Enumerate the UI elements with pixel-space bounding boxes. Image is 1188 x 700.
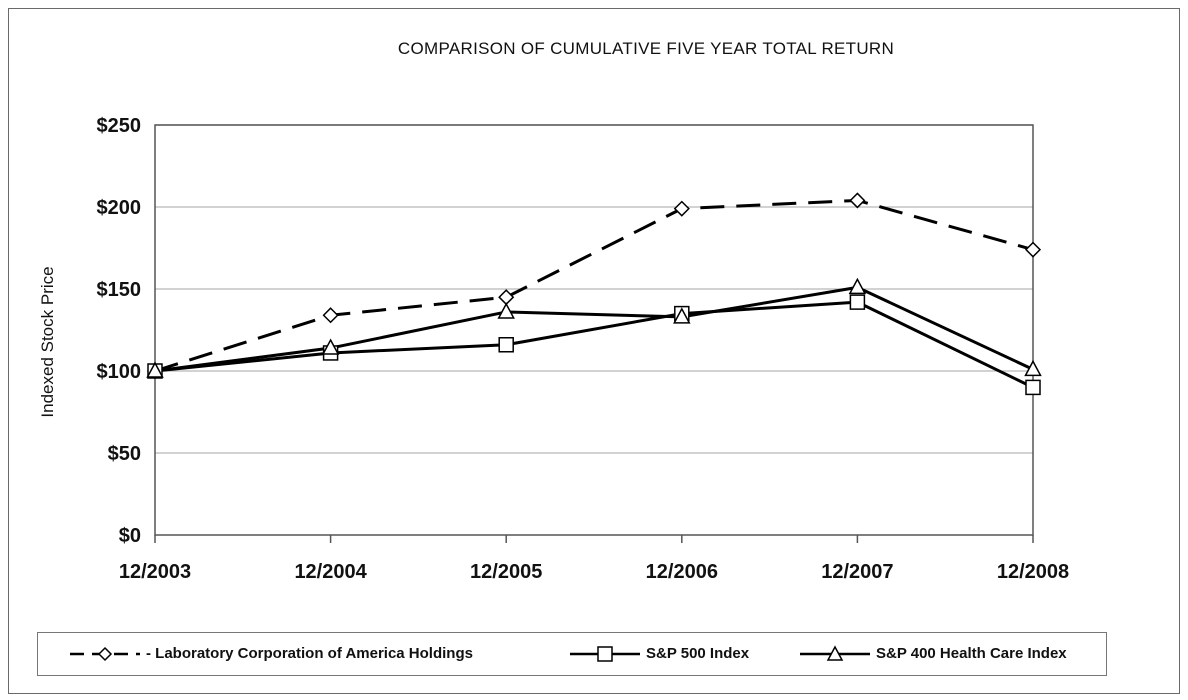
y-axis-label: Indexed Stock Price [38, 266, 57, 417]
y-tick-label: $50 [108, 443, 141, 465]
series-1-point [498, 337, 514, 353]
x-tick-label: 12/2008 [997, 561, 1069, 583]
legend-label-2: S&P 400 Health Care Index [876, 645, 1067, 662]
series-1-point [849, 294, 866, 310]
y-tick-label: $100 [97, 361, 142, 383]
series-0-point [322, 307, 339, 324]
x-tick-label: 12/2004 [294, 561, 367, 583]
series-0-point [673, 200, 690, 217]
legend-item-1: S&P 500 Index [568, 633, 749, 674]
legend-swatch-0 [70, 646, 140, 661]
series-2-point [146, 361, 164, 378]
plot-border [154, 124, 1034, 536]
legend-swatch-2 [800, 644, 870, 661]
series-2-point [497, 302, 515, 319]
chart-title: COMPARISON OF CUMULATIVE FIVE YEAR TOTAL… [398, 39, 894, 58]
y-tick-label: $0 [119, 525, 141, 547]
x-tick-label: 12/2005 [470, 561, 542, 583]
legend-item-2: S&P 400 Health Care Index [798, 633, 1067, 674]
series-line-2 [154, 285, 1034, 373]
x-tick-label: 12/2007 [821, 561, 893, 583]
x-tick-label: 12/2003 [119, 561, 191, 583]
y-tick-label: $150 [97, 279, 142, 301]
legend-swatch-1 [570, 645, 640, 662]
series-0-point [498, 289, 515, 306]
legend-label-0: - Laboratory Corporation of America Hold… [146, 645, 473, 662]
legend-item-0: - Laboratory Corporation of America Hold… [68, 633, 473, 674]
y-tick-label: $200 [97, 197, 142, 219]
series-2-point [1024, 359, 1042, 377]
series-line-0 [154, 198, 1034, 373]
series-2-point [848, 277, 867, 295]
chart-frame [8, 8, 1180, 694]
plot-area: $0 $50 $100 $150 $200 $250 12/2003 12/2004 12/20… [97, 115, 1070, 583]
y-tick-label: $250 [97, 115, 142, 137]
series-0-point [849, 192, 866, 209]
legend-label-1: S&P 500 Index [646, 645, 750, 662]
series-2-point [673, 307, 691, 324]
x-tick-label: 12/2006 [646, 561, 718, 583]
series-line-1 [154, 300, 1034, 389]
series-0-point [1024, 241, 1042, 258]
series-1-point [1025, 379, 1041, 396]
legend: - Laboratory Corporation of America Hold… [37, 632, 1107, 676]
series-2-point [321, 338, 340, 355]
